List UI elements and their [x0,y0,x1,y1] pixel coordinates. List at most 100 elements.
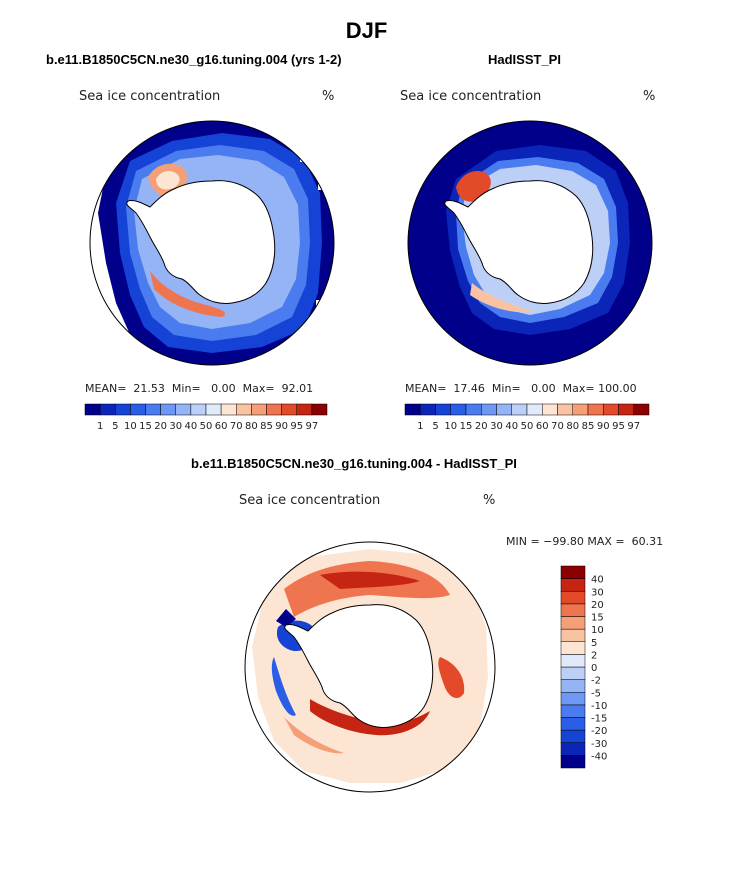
colorbar-swatch [99,403,116,416]
colorbar-swatch [450,403,467,416]
colorbar-swatch [145,403,161,416]
stats-obs: MEAN= 17.46 Min= 0.00 Max= 100.00 [405,382,637,395]
units-label-obs: % [643,89,656,104]
colorbar-tick-label: 20 [591,600,604,611]
colorbar-tick-label: 0 [591,663,597,674]
colorbar-swatch [542,403,558,416]
colorbar-swatch [603,403,619,416]
colorbar-swatch [560,679,586,693]
colorbar-swatch [618,403,634,416]
colorbar-tick-label: 10 [444,421,457,432]
figure-title: DJF [345,18,388,43]
colorbar-tick-label: 30 [490,421,503,432]
units-label-diff: % [483,493,496,508]
colorbar-swatch [205,403,222,416]
colorbar-tick-label: -30 [591,739,607,750]
colorbar-tick-label: 1 [417,421,423,432]
stats-model: MEAN= 21.53 Min= 0.00 Max= 92.01 [85,382,314,395]
colorbar-tick-label: 40 [505,421,518,432]
colorbar-swatch [115,403,131,416]
colorbar-model: 1 5 10 15 20 30 40 50 60 70 80 85 90 95 97 [84,403,328,432]
colorbar-swatch [560,717,586,731]
colorbar-tick-label: 97 [306,421,319,432]
colorbar-swatch [560,654,586,668]
colorbar-swatch [560,616,586,630]
variable-label-model: Sea ice concentration [79,89,221,104]
panel-title-model: b.e11.B1850C5CN.ne30_g16.tuning.004 (yrs… [46,52,342,67]
colorbar-swatch [560,628,586,642]
colorbar-swatch [130,403,146,416]
colorbar-swatch [190,403,207,416]
colorbar-tick-label: 1 [97,421,103,432]
colorbar-swatch [465,403,482,416]
colorbar-tick-label: 30 [169,421,182,432]
colorbar-tick-label: -15 [591,714,607,725]
colorbar-swatch [311,403,328,416]
colorbar-tick-label: -20 [591,726,607,737]
map-model [89,120,335,366]
stats-diff: MIN = −99.80 MAX = 60.31 [506,535,664,548]
colorbar-tick-label: -2 [591,676,601,687]
colorbar-tick-label: 2 [591,650,597,661]
colorbar-tick-label: 15 [460,421,473,432]
colorbar-tick-label: 40 [591,575,604,586]
colorbar-tick-label: 60 [536,421,549,432]
colorbar-tick-label: 95 [290,421,303,432]
colorbar-tick-label: 10 [124,421,137,432]
colorbar-swatch [557,403,573,416]
colorbar-swatch [560,641,586,655]
colorbar-tick-label: 90 [275,421,288,432]
colorbar-tick-label: 15 [591,613,604,624]
colorbar-tick-label: 20 [475,421,488,432]
colorbar-tick-label: -5 [591,688,601,699]
colorbar-tick-label: 5 [432,421,438,432]
colorbar-swatch [560,742,586,756]
colorbar-swatch [560,755,586,769]
colorbar-swatch [266,403,282,416]
colorbar-tick-label: 70 [551,421,564,432]
colorbar-swatch [560,565,586,579]
colorbar-swatch [160,403,176,416]
colorbar-swatch [435,403,451,416]
colorbar-swatch [296,403,313,416]
colorbar-tick-label: 85 [260,421,273,432]
colorbar-tick-label: 80 [566,421,579,432]
panel-title-obs: HadISST_PI [488,52,561,67]
colorbar-tick-label: 50 [200,421,213,432]
colorbar-swatch [560,591,586,605]
colorbar-swatch [572,403,589,416]
colorbar-swatch [560,692,586,706]
colorbar-swatch [220,403,237,416]
colorbar-tick-label: 50 [521,421,534,432]
colorbar-tick-label: -10 [591,701,607,712]
colorbar-tick-label: 80 [245,421,258,432]
colorbar-tick-label: 85 [582,421,595,432]
colorbar-swatch [511,403,528,416]
colorbar-tick-label: 20 [154,421,167,432]
colorbar-swatch [481,403,497,416]
colorbar-tick-label: 40 [185,421,198,432]
map-obs [407,120,653,366]
colorbar-swatch [84,403,101,416]
colorbar-tick-label: -40 [591,751,607,762]
colorbar-tick-label: 30 [591,587,604,598]
colorbar-swatch [560,603,586,617]
colorbar-swatch [281,403,297,416]
colorbar-swatch [560,666,586,680]
colorbar-swatch [560,704,586,718]
colorbar-tick-label: 5 [112,421,118,432]
colorbar-tick-label: 97 [627,421,640,432]
colorbar-obs: 1 5 10 15 20 30 40 50 60 70 80 85 90 95 97 [404,403,650,432]
colorbar-swatch [236,403,252,416]
colorbar-tick-label: 70 [230,421,243,432]
colorbar-tick-label: 5 [591,638,597,649]
colorbar-swatch [251,403,267,416]
panel-title-diff: b.e11.B1850C5CN.ne30_g16.tuning.004 - Ha… [191,456,517,471]
colorbar-swatch [420,403,436,416]
colorbar-swatch [175,403,192,416]
colorbar-swatch [560,578,586,592]
variable-label-obs: Sea ice concentration [400,89,542,104]
colorbar-swatch [404,403,421,416]
colorbar-swatch [633,403,650,416]
